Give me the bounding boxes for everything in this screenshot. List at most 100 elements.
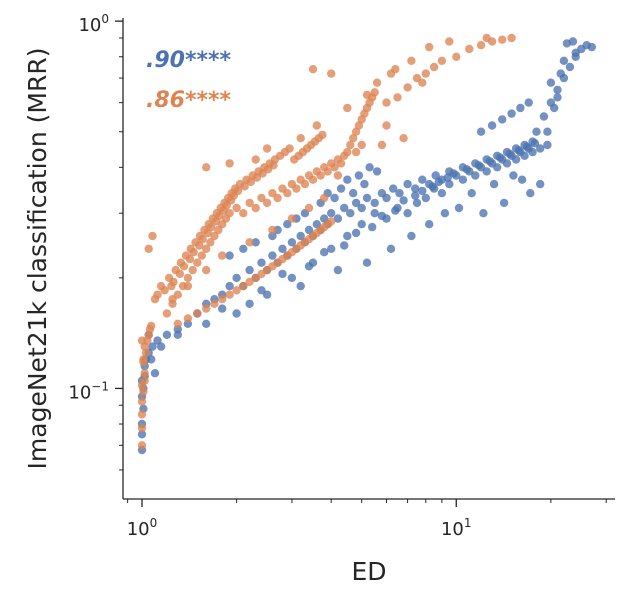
point-blue [498, 115, 507, 124]
point-blue [268, 251, 277, 260]
point-blue [539, 112, 549, 121]
point-blue [354, 171, 364, 180]
point-orange [197, 251, 206, 260]
x-axis-title: ED [351, 557, 386, 586]
point-blue [471, 171, 480, 180]
point-blue [287, 238, 297, 247]
point-orange [189, 248, 198, 257]
point-blue [403, 209, 412, 218]
point-orange [304, 203, 314, 213]
point-blue [421, 193, 430, 203]
point-orange [346, 140, 355, 150]
point-orange [193, 258, 202, 267]
point-orange [407, 56, 416, 65]
point-orange [391, 65, 400, 74]
point-blue [218, 304, 227, 313]
point-blue [372, 167, 382, 176]
point-blue [543, 140, 552, 150]
point-orange [137, 336, 147, 345]
point-orange [173, 319, 182, 328]
point-blue [454, 203, 464, 213]
point-blue [499, 198, 509, 208]
point-blue [395, 189, 404, 198]
point-orange [137, 423, 147, 433]
point-blue [467, 189, 476, 198]
point-orange [175, 269, 185, 279]
point-orange [183, 273, 193, 283]
point-orange [273, 193, 282, 203]
point-blue [449, 169, 458, 178]
point-blue [391, 206, 400, 215]
point-blue [343, 231, 352, 241]
point-orange [262, 144, 272, 153]
point-blue [327, 244, 336, 253]
point-blue [532, 127, 541, 136]
point-blue [553, 93, 562, 102]
point-blue [543, 127, 552, 136]
point-orange [498, 35, 507, 44]
point-blue [403, 179, 412, 189]
point-orange [351, 147, 361, 157]
point-orange [330, 163, 339, 172]
point-blue [571, 48, 580, 57]
y-tick-label: 100 [78, 12, 109, 36]
point-orange [239, 281, 248, 291]
point-orange [262, 198, 272, 208]
point-blue [386, 244, 396, 253]
point-blue [202, 319, 211, 328]
point-blue [330, 193, 339, 203]
point-orange [245, 277, 254, 287]
point-blue [257, 258, 266, 267]
point-blue [365, 163, 374, 172]
point-orange [162, 309, 172, 318]
point-blue [496, 153, 505, 162]
y-tick-label: 10−1 [68, 379, 109, 403]
points-layer [137, 33, 596, 455]
point-blue [528, 147, 537, 157]
point-blue [502, 159, 512, 168]
point-blue [304, 262, 314, 271]
point-orange [202, 244, 211, 253]
point-blue [505, 149, 514, 159]
point-blue [333, 265, 343, 275]
point-orange [357, 140, 366, 150]
point-orange [225, 159, 234, 168]
point-blue [530, 139, 540, 148]
point-orange [320, 193, 329, 203]
point-blue [340, 241, 349, 250]
point-blue [148, 342, 157, 351]
point-blue [434, 177, 443, 187]
point-orange [137, 397, 147, 406]
point-orange [183, 281, 193, 291]
point-orange [452, 52, 461, 61]
point-blue [479, 209, 488, 218]
point-orange [137, 441, 147, 450]
point-blue [268, 231, 277, 241]
point-blue [526, 189, 535, 198]
point-orange [240, 182, 249, 191]
point-blue [278, 244, 287, 253]
correlation-label-blue: .90**** [146, 48, 231, 73]
point-blue [382, 193, 391, 203]
point-blue [278, 269, 287, 279]
point-orange [225, 290, 234, 299]
point-blue [296, 231, 305, 241]
point-blue [368, 222, 377, 232]
point-orange [465, 44, 474, 54]
point-orange [323, 167, 332, 176]
point-orange [232, 203, 241, 213]
point-orange [193, 309, 202, 318]
point-blue [377, 211, 387, 221]
point-orange [377, 140, 387, 150]
point-blue [514, 146, 523, 155]
point-orange [269, 161, 278, 170]
point-blue [411, 191, 420, 200]
point-blue [546, 78, 556, 87]
point-blue [360, 179, 369, 189]
point-blue [357, 220, 366, 229]
point-orange [239, 209, 248, 218]
point-orange [362, 90, 372, 100]
point-blue [536, 144, 545, 153]
point-orange [140, 376, 149, 385]
